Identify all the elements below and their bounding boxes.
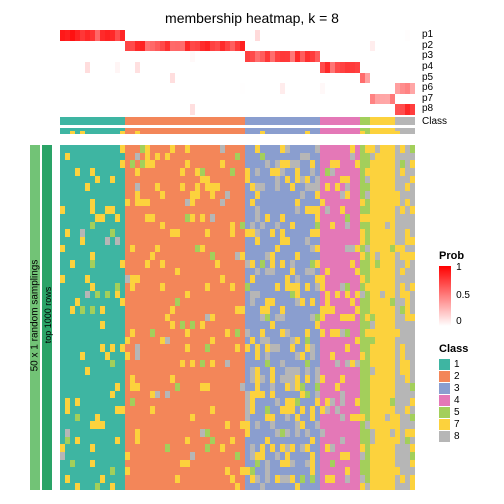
legend: Prob 1 0.5 0 Class 1234578 <box>439 250 499 443</box>
class-annotation-strip <box>60 117 420 125</box>
prob-heatmap <box>60 30 420 115</box>
class-swatch <box>439 419 450 430</box>
prob-row <box>60 73 420 84</box>
prob-row-label: p4 <box>422 62 452 73</box>
outer-band-label: 50 x 1 random samplings <box>30 256 41 376</box>
class-legend-item: 8 <box>439 431 499 442</box>
class-legend-item: 3 <box>439 383 499 394</box>
class-legend-item: 7 <box>439 419 499 430</box>
prob-ticks: 1 0.5 0 <box>454 266 474 326</box>
prob-tick-0: 0 <box>456 316 462 327</box>
class-legend-item: 5 <box>439 407 499 418</box>
class-legend-label: 1 <box>454 359 460 370</box>
left-side-bands: 50 x 1 random samplings top 1000 rows <box>30 145 58 490</box>
prob-row <box>60 51 420 62</box>
class-legend-item: 2 <box>439 371 499 382</box>
chart-title: membership heatmap, k = 8 <box>0 10 504 26</box>
prob-row-label: p8 <box>422 104 452 115</box>
prob-row <box>60 83 420 94</box>
plot-area: 50 x 1 random samplings top 1000 rows p1… <box>30 30 420 490</box>
class-legend-title: Class <box>439 343 499 355</box>
prob-row-labels: p1p2p3p4p5p6p7p8 <box>422 30 452 115</box>
class-swatch <box>439 395 450 406</box>
prob-colorbar <box>439 266 451 326</box>
class-swatch <box>439 407 450 418</box>
main-heatmap <box>60 145 420 490</box>
class-legend-label: 8 <box>454 431 460 442</box>
class-strip-label: Class <box>422 116 447 127</box>
prob-tick-05: 0.5 <box>456 290 470 301</box>
class-swatch <box>439 371 450 382</box>
class-legend-item: 1 <box>439 359 499 370</box>
class-swatch <box>439 383 450 394</box>
inner-band-label: top 1000 rows <box>43 255 53 375</box>
prob-row <box>60 41 420 52</box>
class-legend-item: 4 <box>439 395 499 406</box>
class-legend-label: 2 <box>454 371 460 382</box>
prob-row <box>60 94 420 105</box>
class-legend-label: 3 <box>454 383 460 394</box>
prob-legend-title: Prob <box>439 250 499 262</box>
class-swatch <box>439 359 450 370</box>
prob-row <box>60 62 420 73</box>
class-legend: Class 1234578 <box>439 343 499 442</box>
row-annotation-strip <box>60 128 420 134</box>
prob-row <box>60 30 420 41</box>
class-swatch <box>439 431 450 442</box>
prob-tick-1: 1 <box>456 262 462 273</box>
prob-row <box>60 104 420 115</box>
class-legend-label: 4 <box>454 395 460 406</box>
class-legend-label: 7 <box>454 419 460 430</box>
class-legend-label: 5 <box>454 407 460 418</box>
